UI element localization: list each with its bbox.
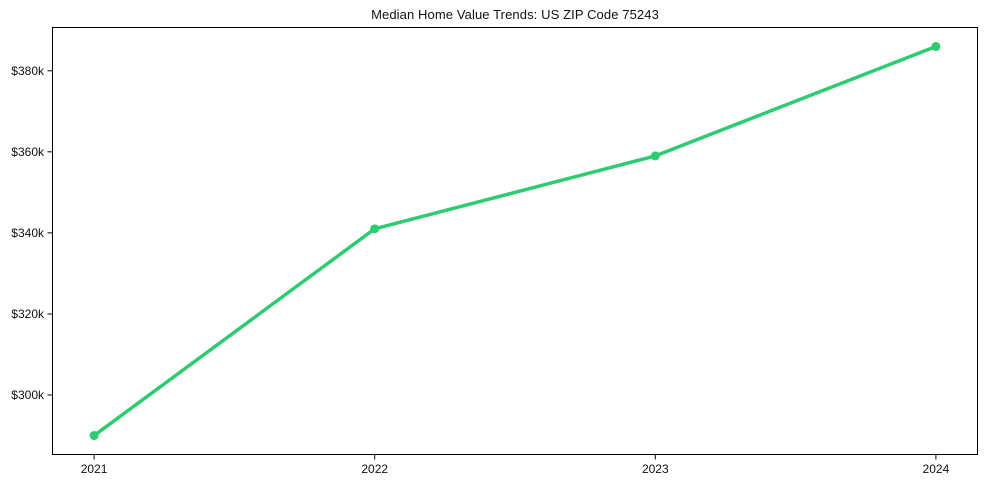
x-tick-label: 2024 xyxy=(923,462,950,476)
chart-title: Median Home Value Trends: US ZIP Code 75… xyxy=(371,7,659,22)
y-tick-label: $300k xyxy=(11,388,45,402)
x-tick-label: 2023 xyxy=(642,462,669,476)
y-tick-label: $360k xyxy=(11,145,45,159)
data-point-2022 xyxy=(370,224,380,234)
y-tick-label: $320k xyxy=(11,307,45,321)
y-tick-label: $340k xyxy=(11,226,45,240)
plot-frame xyxy=(52,27,978,455)
data-point-2023 xyxy=(650,151,660,161)
x-tick-label: 2021 xyxy=(81,462,108,476)
data-point-2021 xyxy=(89,431,99,441)
data-point-2024 xyxy=(931,41,941,51)
x-tick-label: 2022 xyxy=(361,462,388,476)
trend-line xyxy=(92,44,938,438)
y-tick-label: $380k xyxy=(11,64,45,78)
